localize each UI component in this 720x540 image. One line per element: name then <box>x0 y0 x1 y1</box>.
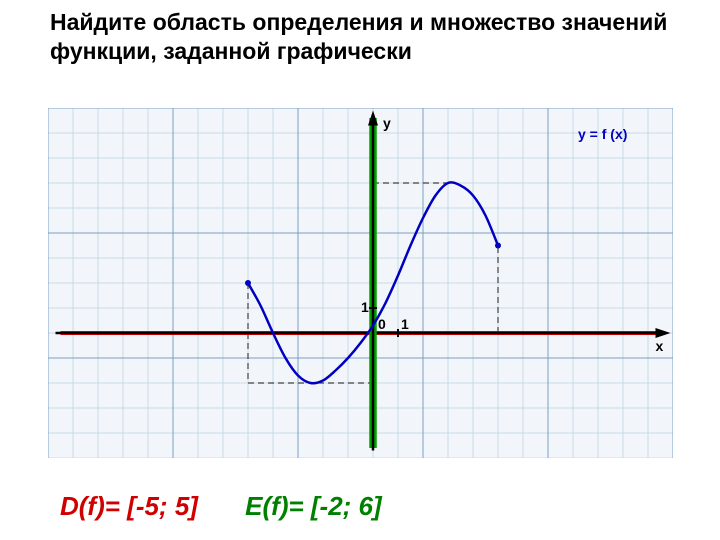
curve-endpoint <box>245 280 251 286</box>
x-tick-label: 1 <box>401 316 409 332</box>
domain-answer: D(f)= [-5; 5] <box>60 491 198 521</box>
y-axis-label: y <box>383 115 391 131</box>
question-title-text: Найдите область определения и множество … <box>50 9 667 64</box>
function-chart: y x 01 1 y = f (x) <box>48 108 673 458</box>
x-axis-label: x <box>656 338 664 354</box>
answers-block: D(f)= [-5; 5] E(f)= [-2; 6] <box>60 491 382 522</box>
origin-label: 0 <box>378 316 386 332</box>
function-label: y = f (x) <box>578 126 627 142</box>
curve-endpoint <box>495 243 501 249</box>
range-answer: E(f)= [-2; 6] <box>245 491 382 521</box>
y-tick-label: 1 <box>361 299 369 315</box>
question-title: Найдите область определения и множество … <box>50 8 680 66</box>
chart-area: y x 01 1 y = f (x) <box>48 108 673 458</box>
